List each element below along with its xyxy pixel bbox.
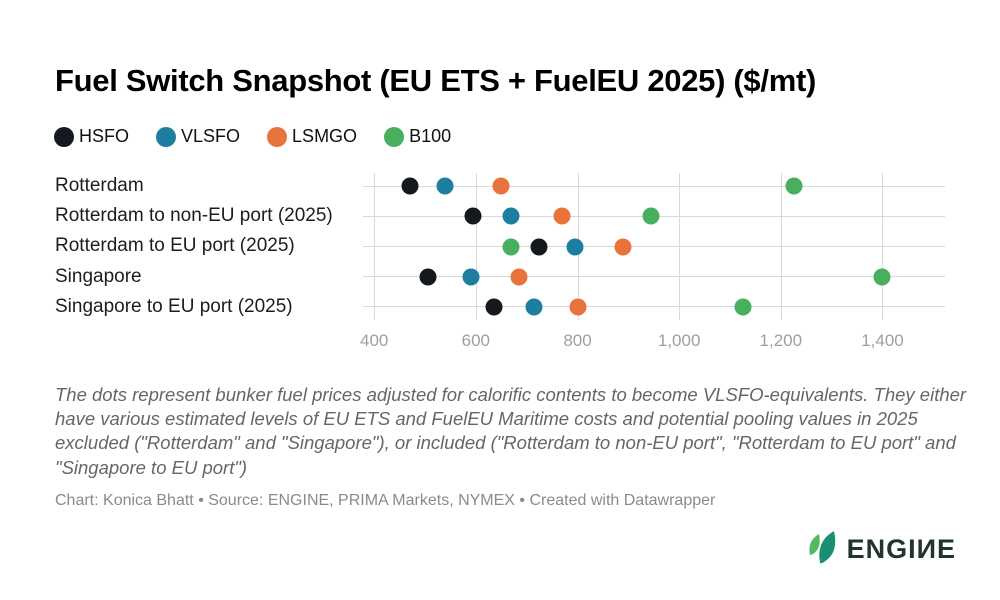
dot-hsfo-row5[interactable] (485, 298, 503, 316)
x-tick-label-1000: 1,000 (657, 331, 701, 350)
dot-vlsfo-row2[interactable] (502, 207, 520, 225)
row-label: Rotterdam to EU port (2025) (55, 235, 295, 257)
dot-hsfo-row1[interactable] (401, 177, 419, 195)
row-label: Rotterdam to non-EU port (2025) (55, 205, 333, 227)
row-line (363, 246, 945, 247)
dot-vlsfo-row1[interactable] (436, 177, 454, 195)
dot-hsfo-row3[interactable] (530, 238, 548, 255)
legend-label: HSFO (79, 126, 130, 146)
x-axis: 400 600 800 1,000 1,200 1,400 (359, 331, 945, 353)
x-tick-label-1400: 1,400 (861, 331, 904, 350)
legend-dot-hsfo (54, 126, 74, 147)
legend-item-vlsfo: VLSFO (156, 126, 240, 147)
dot-vlsfo-row5[interactable] (525, 298, 543, 316)
chart-credit: Chart: Konica Bhatt • Source: ENGINE, PR… (55, 492, 716, 509)
legend-dot-b100 (384, 126, 405, 147)
row-label: Singapore to EU port (2025) (55, 295, 293, 317)
chart-title: Fuel Switch Snapshot (EU ETS + FuelEU 20… (55, 63, 816, 98)
row-labels: Rotterdam Rotterdam to non-EU port (2025)… (55, 171, 360, 322)
dot-vlsfo-row4[interactable] (462, 268, 480, 286)
x-tick-label-400: 400 (359, 331, 389, 350)
dot-b100-row2[interactable] (642, 207, 660, 225)
row-line (363, 185, 945, 187)
engine-logo-text: ENGIИE (846, 534, 956, 564)
dot-lsmgo-row2[interactable] (553, 207, 571, 225)
dot-hsfo-row4[interactable] (419, 268, 437, 286)
legend-item-hsfo: HSFO (54, 126, 129, 147)
legend-dot-lsmgo (267, 126, 288, 147)
row-line (363, 276, 945, 278)
dot-hsfo-row2[interactable] (464, 207, 482, 225)
x-tick-label-1200: 1,200 (759, 331, 803, 350)
legend: HSFO VLSFO LSMGO B100 (54, 126, 451, 147)
dot-lsmgo-row4[interactable] (510, 268, 528, 286)
dot-vlsfo-row3[interactable] (566, 238, 584, 255)
row-line (363, 306, 945, 308)
engine-leaf-icon (806, 527, 842, 572)
engine-logo: ENGIИE (806, 527, 956, 572)
dot-b100-row5[interactable] (734, 298, 752, 316)
legend-item-b100: B100 (384, 126, 451, 147)
legend-label: VLSFO (181, 126, 241, 146)
dot-b100-row3[interactable] (502, 238, 520, 255)
row-label: Rotterdam (55, 175, 144, 197)
dot-lsmgo-row5[interactable] (569, 298, 586, 316)
x-tick-label-800: 800 (563, 331, 592, 350)
legend-item-lsmgo: LSMGO (267, 126, 357, 147)
legend-label: B100 (409, 126, 452, 146)
plot-area (363, 171, 945, 322)
row-label: Singapore (55, 265, 142, 287)
dot-lsmgo-row3[interactable] (614, 238, 632, 255)
legend-dot-vlsfo (156, 126, 177, 147)
x-tick-label-600: 600 (461, 331, 491, 350)
chart-notes: The dots represent bunker fuel prices ad… (55, 384, 967, 478)
legend-label: LSMGO (292, 126, 358, 146)
dot-b100-row1[interactable] (785, 177, 803, 195)
dot-b100-row4[interactable] (873, 268, 891, 286)
dot-lsmgo-row1[interactable] (492, 177, 510, 195)
